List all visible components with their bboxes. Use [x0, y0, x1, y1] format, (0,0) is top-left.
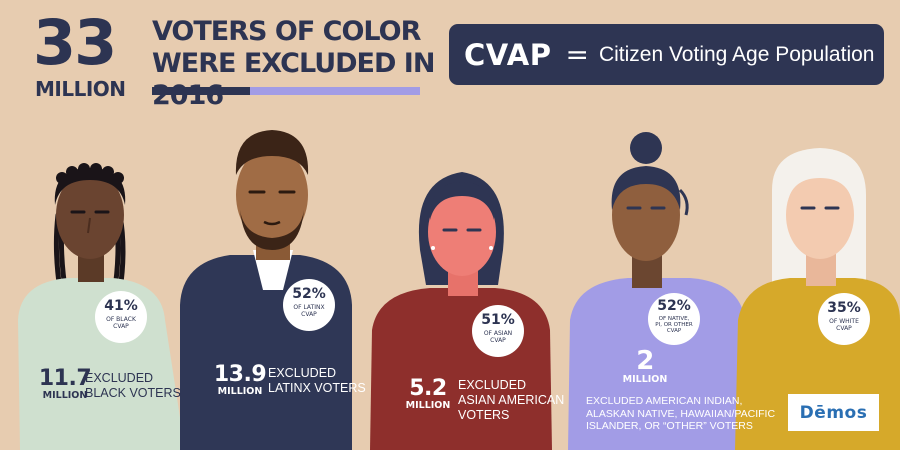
stat-unit: MILLION — [622, 374, 668, 385]
badge-label: OF BLACK — [106, 316, 136, 323]
stat-number: 13.9 — [213, 362, 267, 387]
stat-number: 11.7 — [38, 366, 92, 391]
badge-label: OF LATINX — [293, 304, 325, 311]
desc-line: LATINX VOTERS — [268, 381, 366, 395]
badge-label: CVAP — [301, 311, 317, 318]
badge-label: PI, OR OTHER — [655, 322, 693, 328]
desc-line: ISLANDER, OR “OTHER” VOTERS — [586, 420, 753, 432]
desc-line: BLACK VOTERS — [85, 386, 181, 400]
stat-desc-latinx: EXCLUDED LATINX VOTERS — [268, 366, 366, 396]
badge-pct: 41% — [104, 298, 138, 314]
badge-white: 35% OF WHITE CVAP — [818, 293, 870, 345]
total-number: 33 — [33, 6, 117, 79]
stat-desc-asian: EXCLUDED ASIAN AMERICAN VOTERS — [458, 378, 564, 423]
stat-desc-black: EXCLUDED BLACK VOTERS — [85, 371, 181, 401]
desc-line: VOTERS — [458, 408, 510, 422]
stat-number: 2 — [636, 346, 654, 376]
stat-unit: MILLION — [405, 400, 451, 411]
demos-logo: Dēmos — [788, 394, 879, 431]
total-unit: MILLION — [35, 77, 126, 101]
desc-line: ASIAN AMERICAN — [458, 393, 565, 407]
stat-black: 11.7 MILLION — [30, 366, 100, 402]
badge-label: CVAP — [490, 337, 506, 344]
headline-underline-light — [250, 87, 420, 95]
headline-underline-dark — [152, 87, 250, 95]
badge-pct: 52% — [292, 286, 326, 302]
desc-line: EXCLUDED — [268, 366, 337, 380]
stat-native: 2 MILLION — [614, 348, 676, 385]
desc-line: ALASKAN NATIVE, HAWAIIAN/PACIFIC — [586, 407, 776, 420]
cvap-abbr: CVAP — [464, 37, 552, 72]
stat-latinx: 13.9 MILLION — [205, 362, 275, 398]
stat-number: 5.2 — [409, 376, 447, 401]
cvap-definition-box: CVAP = Citizen Voting Age Population — [449, 24, 884, 85]
desc-line: EXCLUDED — [458, 378, 527, 392]
badge-pct: 35% — [827, 300, 861, 316]
stat-desc-native: EXCLUDED AMERICAN INDIAN, ALASKAN NATIVE… — [586, 395, 775, 433]
cvap-definition: Citizen Voting Age Population — [598, 42, 875, 66]
badge-label: CVAP — [666, 328, 682, 334]
badge-label: OF NATIVE, — [658, 316, 690, 322]
badge-asian: 51% OF ASIAN CVAP — [472, 305, 524, 357]
logo-text: Dēmos — [799, 402, 868, 423]
headline: VOTERS OF COLOR WERE EXCLUDED IN 2016 — [152, 16, 452, 112]
equals-sign: = — [565, 38, 589, 71]
badge-black: 41% OF BLACK CVAP — [95, 291, 147, 343]
stat-unit: MILLION — [217, 386, 263, 397]
stat-asian: 5.2 MILLION — [398, 376, 458, 412]
badge-pct: 52% — [657, 298, 691, 314]
badge-label: CVAP — [836, 325, 852, 332]
desc-line: EXCLUDED AMERICAN INDIAN, — [586, 395, 743, 407]
desc-line: EXCLUDED — [85, 371, 154, 385]
badge-pct: 51% — [481, 312, 515, 328]
badge-native: 52% OF NATIVE, PI, OR OTHER CVAP — [648, 293, 700, 345]
badge-latinx: 52% OF LATINX CVAP — [283, 279, 335, 331]
badge-label: CVAP — [113, 323, 129, 330]
badge-label: OF WHITE — [829, 318, 859, 325]
headline-line-2: WERE EXCLUDED IN 2016 — [152, 48, 435, 111]
headline-line-1: VOTERS OF COLOR — [152, 16, 421, 47]
person-native-woman-icon — [568, 132, 748, 450]
badge-label: OF ASIAN — [483, 330, 513, 337]
stat-unit: MILLION — [42, 390, 88, 401]
